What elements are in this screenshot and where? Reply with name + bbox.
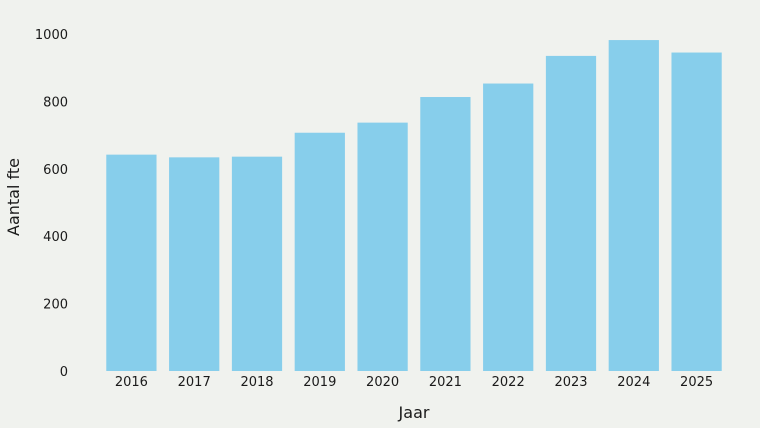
bar-2023 — [545, 55, 597, 371]
y-tick-label: 400 — [43, 230, 68, 245]
bar-2017 — [169, 157, 220, 371]
x-tick-label: 2020 — [366, 375, 399, 390]
x-tick-label: 2019 — [303, 375, 336, 390]
x-tick-label: 2022 — [492, 375, 525, 390]
x-tick-labels: 2016 2017 2018 2019 2020 2021 2022 2023 2024 2025 — [115, 375, 713, 390]
bar-2016 — [106, 154, 157, 371]
bar-2021 — [420, 97, 471, 372]
y-tick-labels: 0 200 400 600 800 1000 — [35, 28, 68, 380]
bar-2020 — [357, 122, 408, 371]
y-tick-label: 1000 — [35, 28, 68, 43]
bar-2019 — [294, 132, 345, 371]
bar-2024 — [608, 40, 659, 371]
y-axis-label: Aantal fte — [4, 158, 23, 236]
x-tick-label: 2017 — [178, 375, 211, 390]
x-tick-label: 2021 — [429, 375, 462, 390]
y-tick-label: 200 — [43, 298, 68, 313]
x-axis-label: Jaar — [398, 403, 430, 422]
x-tick-label: 2025 — [680, 375, 713, 390]
y-tick-label: 800 — [43, 95, 68, 110]
bars-group — [106, 40, 722, 372]
bar-2022 — [483, 83, 534, 371]
bar-2025 — [671, 52, 722, 371]
x-tick-label: 2018 — [240, 375, 273, 390]
y-tick-label: 0 — [60, 365, 68, 380]
y-tick-label: 600 — [43, 163, 68, 178]
x-tick-label: 2024 — [617, 375, 650, 390]
x-tick-label: 2016 — [115, 375, 148, 390]
bar-2018 — [231, 156, 283, 371]
x-tick-label: 2023 — [554, 375, 587, 390]
